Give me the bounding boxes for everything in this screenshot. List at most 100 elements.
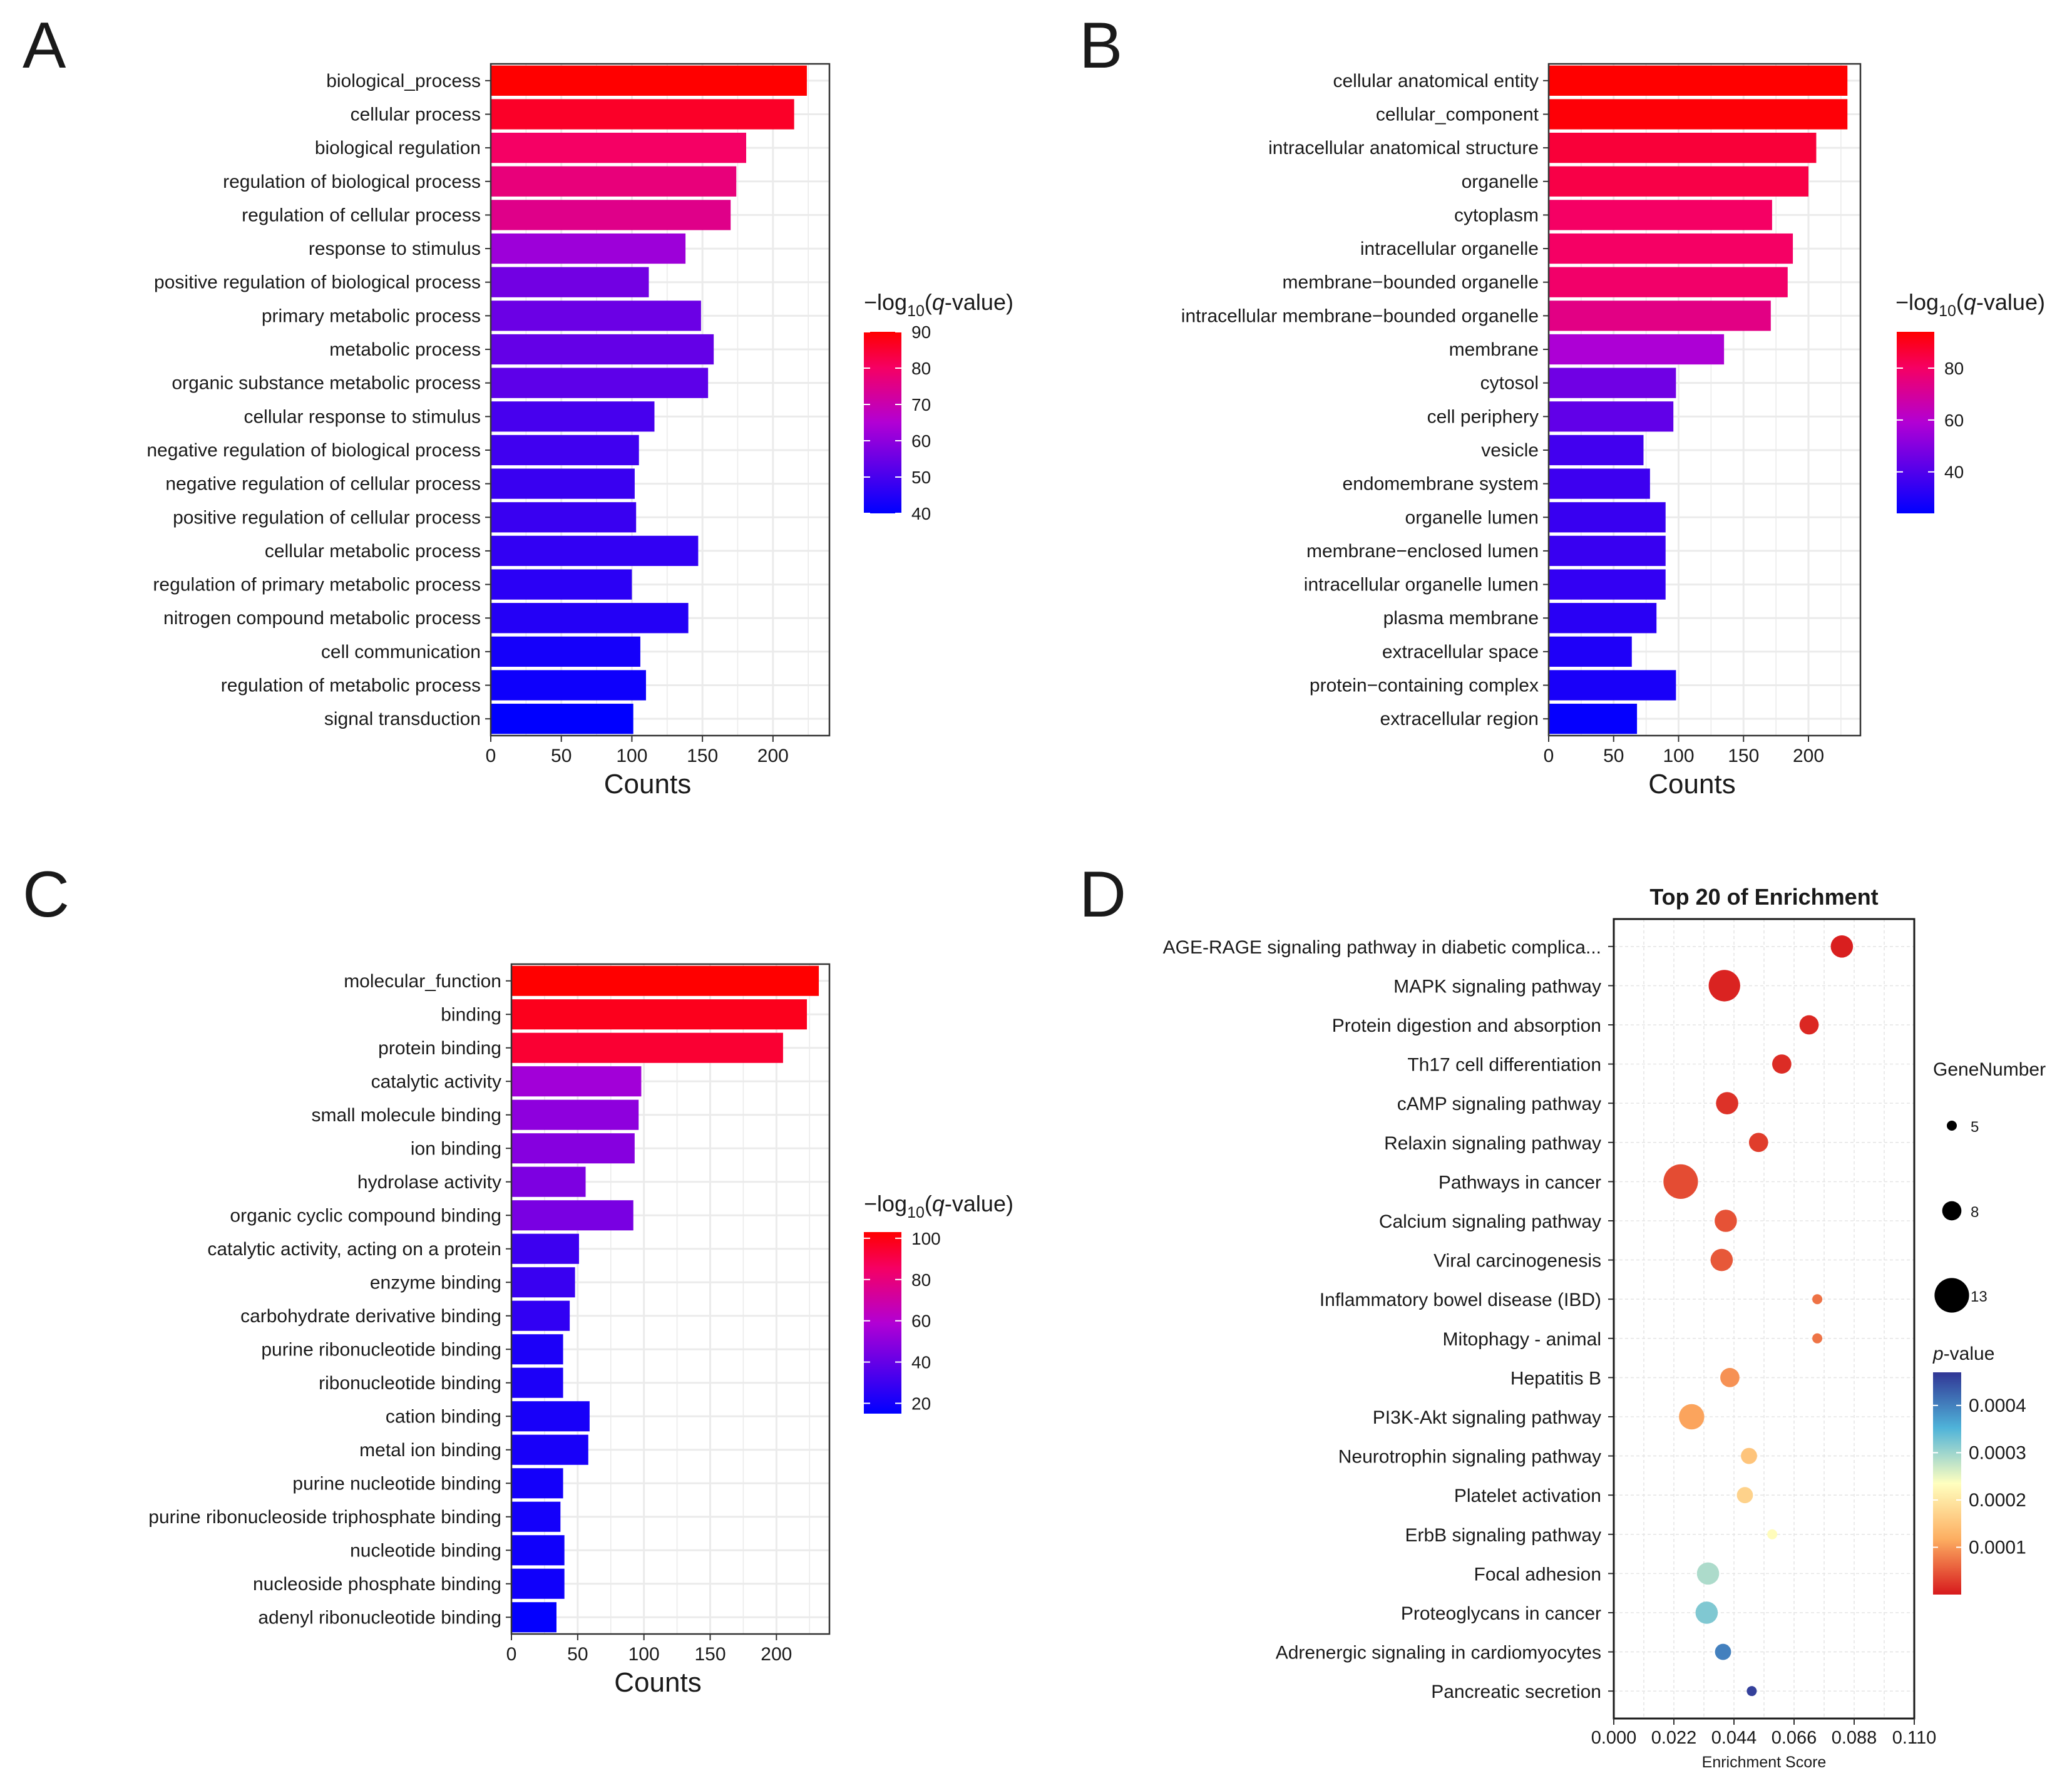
category-label: membrane−bounded organelle (1283, 272, 1539, 293)
enrichment-dot (1708, 970, 1740, 1002)
pathway-label: ErbB signaling pathway (1405, 1525, 1601, 1546)
category-label: extracellular region (1380, 709, 1539, 729)
colorbar-tick-label: 80 (1944, 359, 1964, 378)
category-label: adenyl ribonucleotide binding (258, 1607, 501, 1628)
x-axis-title: Counts (1648, 769, 1735, 799)
colorbar-tick-label: 40 (911, 1353, 931, 1372)
category-label: signal transduction (324, 709, 481, 729)
bar (1549, 468, 1650, 499)
enrichment-dot (1679, 1404, 1705, 1430)
category-label: purine ribonucleotide binding (261, 1339, 501, 1360)
bar (511, 1501, 561, 1532)
panel-d: D Top 20 of Enrichment AGE-RAGE signaling … (1079, 858, 2046, 1771)
colorbar-title: −log10(q-value) (864, 289, 1013, 320)
category-label: intracellular membrane−bounded organelle (1181, 306, 1539, 326)
bar (491, 334, 714, 365)
enrichment-dot (1830, 935, 1854, 958)
size-legend-title: GeneNumber (1933, 1059, 2046, 1080)
pathway-label: Adrenergic signaling in cardiomyocytes (1276, 1643, 1601, 1663)
grid (1547, 64, 1860, 736)
bar (491, 434, 639, 466)
bar (1549, 704, 1638, 734)
bar (491, 636, 640, 667)
category-label: purine ribonucleoside triphosphate bindi… (148, 1507, 501, 1528)
pathway-label: Th17 cell differentiation (1407, 1055, 1601, 1076)
category-label: endomembrane system (1343, 474, 1539, 495)
x-axis-title: Counts (614, 1667, 701, 1698)
category-label: organelle (1462, 172, 1539, 192)
x-tick-label: 150 (1728, 746, 1759, 766)
bar (511, 1535, 565, 1566)
bar (511, 1468, 563, 1499)
bar (1549, 636, 1632, 667)
enrichment-dot (1748, 1133, 1768, 1153)
category-label: cellular anatomical entity (1333, 71, 1539, 91)
category-label: negative regulation of biological proces… (146, 440, 481, 461)
colorbar-tick-label: 80 (911, 1270, 931, 1290)
panel-label: D (1079, 858, 1126, 931)
category-label: regulation of biological process (223, 172, 481, 192)
category-label: cellular response to stimulus (244, 406, 481, 427)
x-tick-label: 50 (567, 1644, 588, 1665)
category-label: hydrolase activity (357, 1172, 501, 1193)
pvalue-tick-label: 0.0001 (1969, 1537, 2026, 1558)
enrichment-dot (1799, 1015, 1819, 1035)
category-label: catalytic activity, acting on a protein (207, 1239, 501, 1260)
chart-title: Top 20 of Enrichment (1649, 884, 1878, 910)
category-label: purine nucleotide binding (292, 1473, 501, 1494)
category-label: primary metabolic process (262, 306, 481, 326)
pathway-label: Viral carcinogenesis (1433, 1251, 1601, 1272)
category-label: protein−containing complex (1310, 676, 1539, 696)
size-legend: GeneNumber 5 8 13 (1933, 1059, 2046, 1313)
bar (491, 670, 646, 701)
bar (511, 1200, 633, 1231)
colorbar-tick-label: 40 (911, 504, 931, 523)
category-label: ion binding (411, 1138, 501, 1159)
category-label: nitrogen compound metabolic process (163, 608, 481, 629)
colorbar-tick-label: 20 (911, 1394, 931, 1414)
x-axis-title: Enrichment Score (1702, 1754, 1827, 1771)
enrichment-dot (1746, 1686, 1757, 1697)
pathway-label: Pathways in cancer (1439, 1172, 1601, 1193)
size-legend-dot (1934, 1278, 1969, 1313)
x-tick-label: 0 (506, 1644, 517, 1665)
bar (511, 1099, 639, 1130)
bar (491, 65, 807, 96)
x-tick-label: 100 (628, 1644, 660, 1665)
colorbar-tick-label: 90 (911, 322, 931, 342)
x-tick-label: 0.044 (1711, 1728, 1757, 1748)
colorbar-tick-label: 50 (911, 468, 931, 487)
bar (1549, 401, 1674, 432)
pathway-label: cAMP signaling pathway (1397, 1094, 1601, 1114)
bar (511, 1066, 642, 1097)
enrichment-dot (1663, 1164, 1698, 1200)
colorbar-tick-label: 60 (911, 431, 931, 451)
enrichment-dot (1741, 1447, 1757, 1464)
category-label: cation binding (386, 1406, 501, 1427)
colorbar-tick-label: 60 (911, 1312, 931, 1331)
bar (511, 1267, 575, 1298)
bar (491, 301, 701, 331)
bar (491, 267, 649, 297)
x-tick-label: 200 (757, 746, 789, 766)
colorbar-gradient (864, 332, 901, 513)
category-label: ribonucleotide binding (319, 1373, 501, 1394)
colorbar-tick-label: 40 (1944, 463, 1964, 482)
grid (510, 964, 829, 1634)
pvalue-legend: p-value 0.0001 0.0002 0.0003 0.0004 (1932, 1344, 2026, 1595)
bar (491, 233, 686, 264)
pvalue-gradient (1933, 1372, 1961, 1595)
category-label: organelle lumen (1405, 507, 1539, 528)
enrichment-dot (1772, 1054, 1792, 1074)
x-tick-label: 0.110 (1892, 1728, 1936, 1748)
category-label: cellular process (351, 104, 481, 125)
colorbar-gradient (1897, 332, 1934, 513)
colorbar: −log10(q-value) 20 40 60 80 100 (864, 1191, 1013, 1414)
category-label: metal ion binding (359, 1440, 501, 1461)
category-label: metabolic process (329, 339, 481, 360)
x-tick-label: 150 (687, 746, 718, 766)
bar (511, 1334, 563, 1365)
x-tick-label: 0.000 (1591, 1728, 1637, 1748)
